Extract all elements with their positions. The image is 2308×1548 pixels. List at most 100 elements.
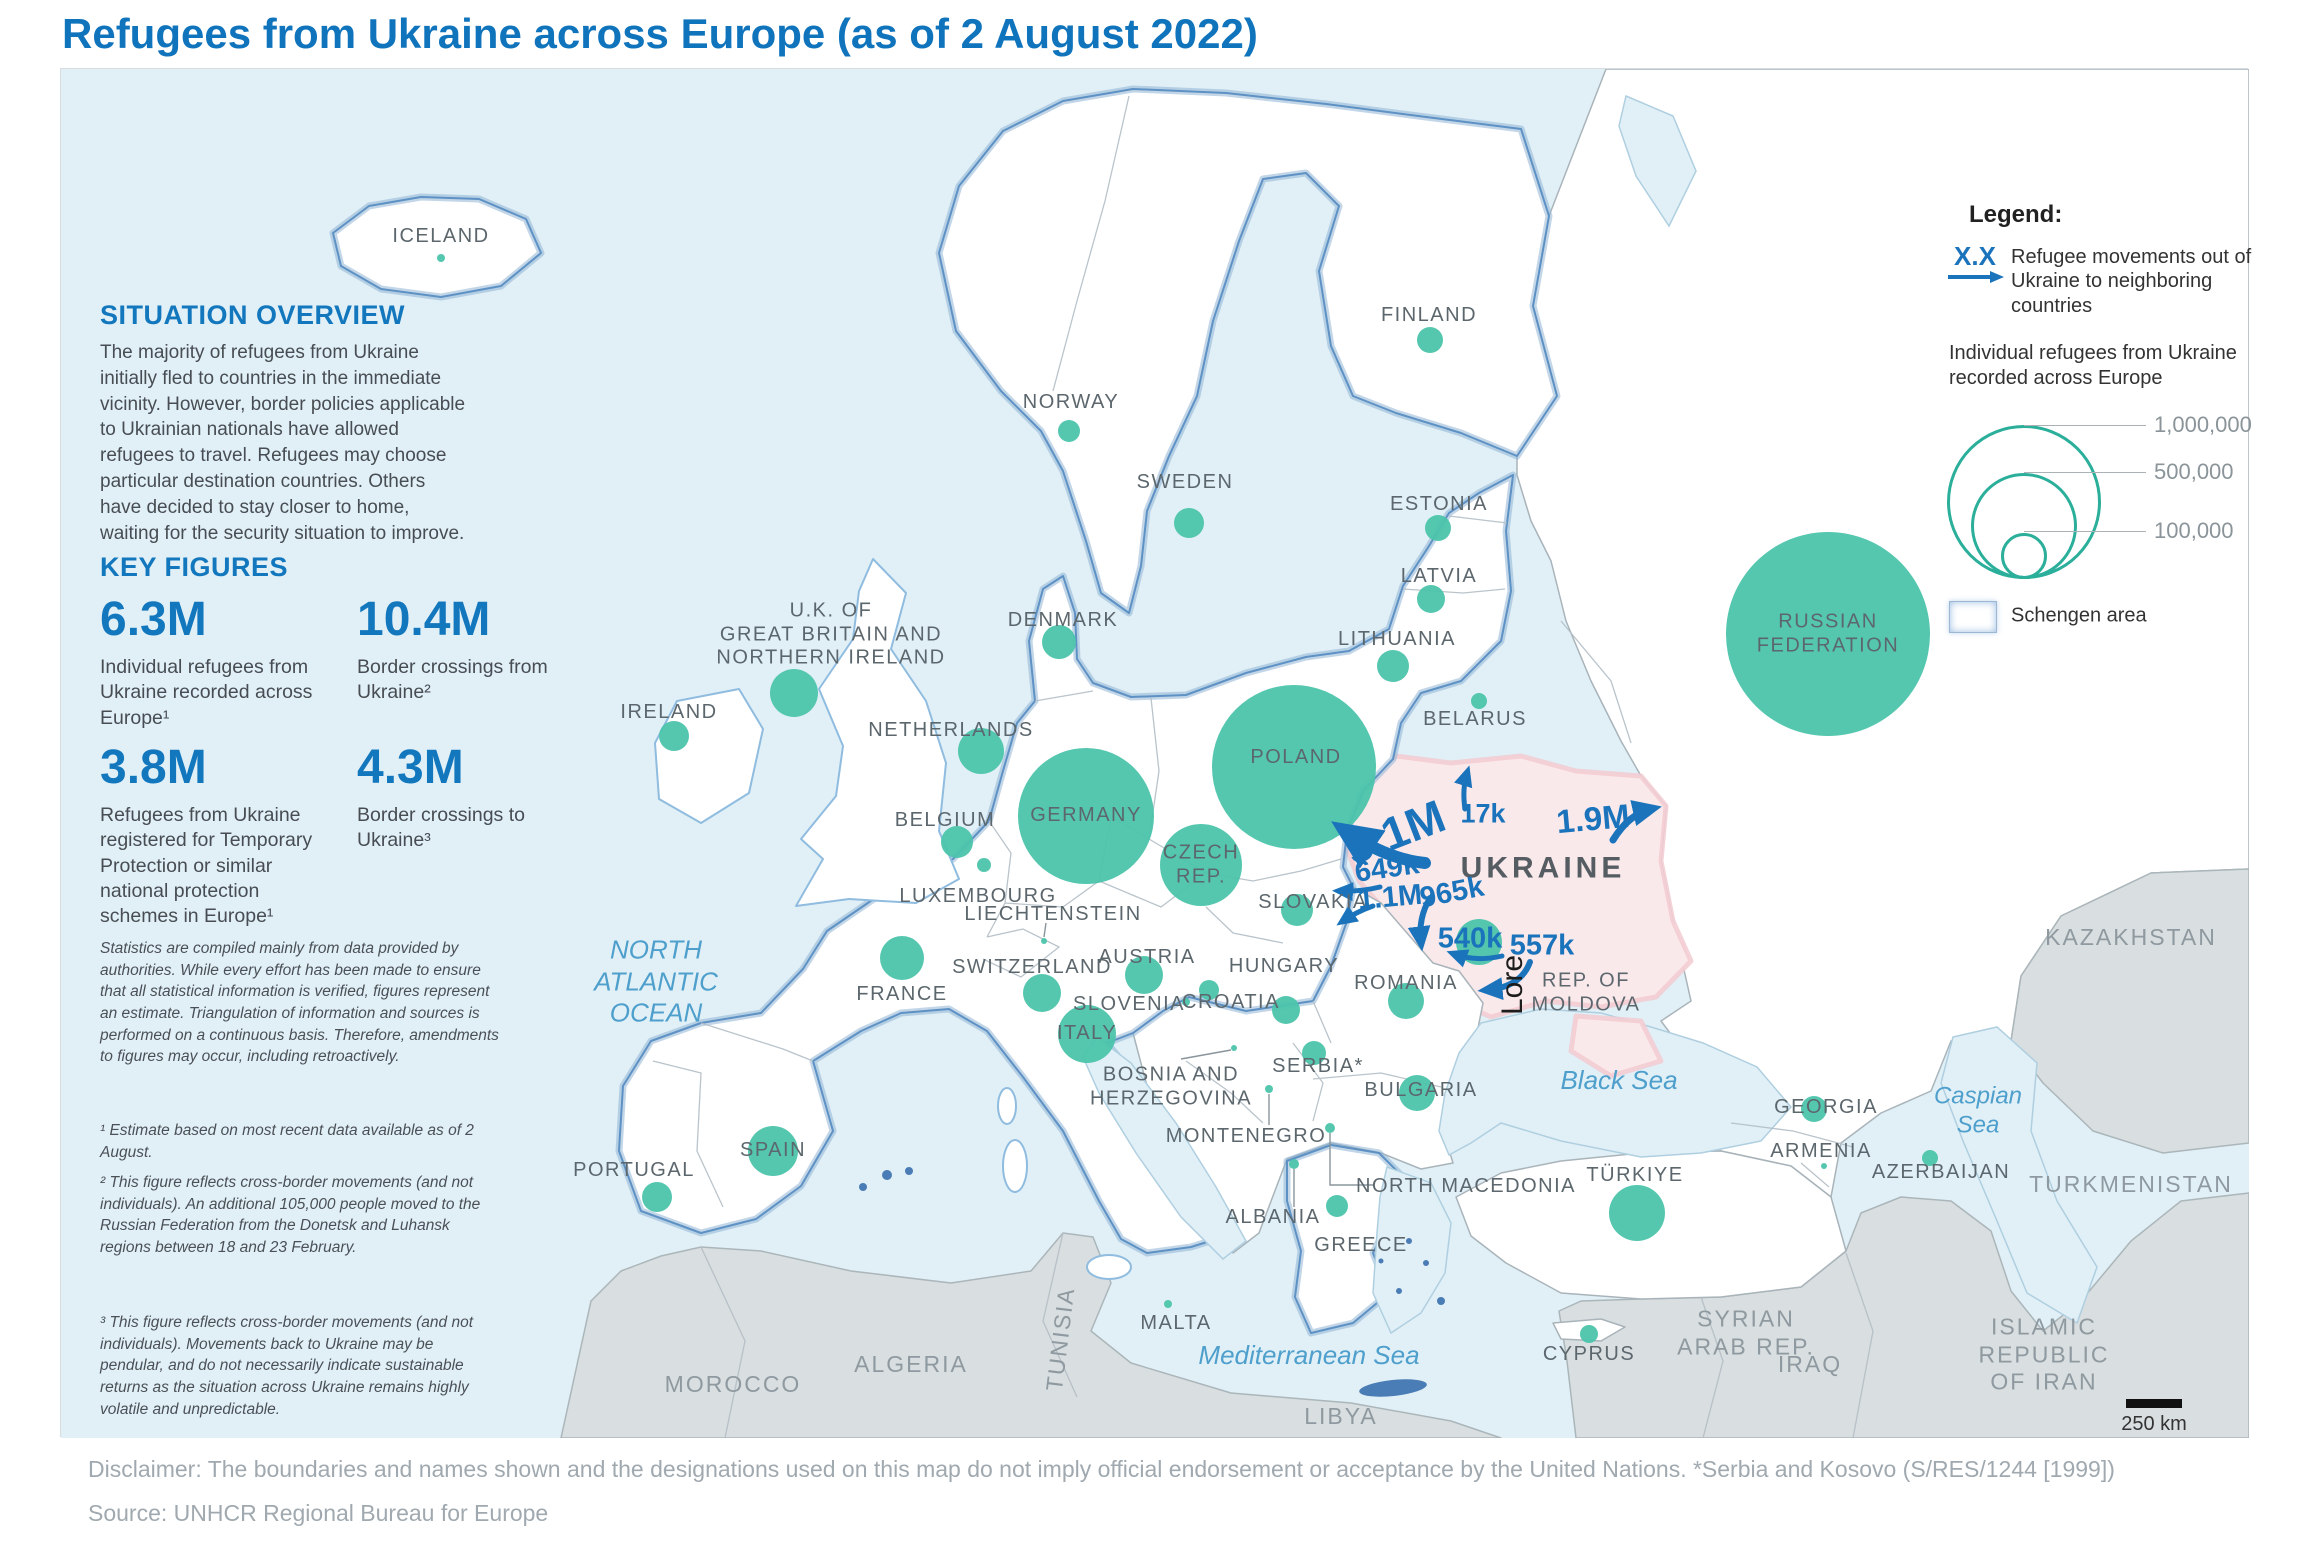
refugee-bubble-switzerland <box>1023 974 1061 1012</box>
figure-border-crossings-to-caption: Border crossings to Ukraine³ <box>357 804 525 852</box>
country-label-poland: POLAND <box>1250 746 1342 769</box>
refugee-bubble-iceland <box>437 254 445 262</box>
refugee-bubble-france <box>880 936 924 980</box>
refugee-bubble-hungary <box>1272 996 1300 1024</box>
country-label-norway: NORWAY <box>1022 391 1120 414</box>
island-corsica <box>997 1087 1017 1125</box>
legend-flow-symbol: X.X <box>1954 241 1996 271</box>
country-label-armenia: ARMENIA <box>1770 1140 1872 1163</box>
country-label-islamic: ISLAMIC REPUBLIC OF IRAN <box>1978 1313 2110 1395</box>
statistics-note: Statistics are compiled mainly from data… <box>100 940 499 1066</box>
refugee-bubble-finland <box>1417 327 1443 353</box>
country-label-france: FRANCE <box>856 983 948 1006</box>
country-label-liechtenstein: LIECHTENSTEIN <box>964 903 1142 926</box>
country-label-greece: GREECE <box>1314 1234 1408 1257</box>
figure-border-crossings-from: 10.4M <box>357 593 491 646</box>
country-label-algeria: ALGERIA <box>854 1351 968 1378</box>
legend-leader-line <box>2024 531 2146 532</box>
country-label-north-macedonia: NORTH MACEDONIA <box>1356 1175 1576 1198</box>
leader-line-liechtenstein <box>1043 922 1047 938</box>
country-label-albania: ALBANIA <box>1225 1206 1321 1229</box>
refugee-bubble-north-macedonia <box>1325 1123 1335 1133</box>
white-sea <box>1618 94 1697 228</box>
flow-arrow-1-1m <box>1336 903 1376 926</box>
refugee-bubble-serbia <box>1302 1041 1326 1065</box>
country-label-serbia: SERBIA* <box>1272 1055 1364 1078</box>
country-label-malta: MALTA <box>1140 1312 1212 1335</box>
refugee-bubble-denmark <box>1042 625 1076 659</box>
refugee-bubble-azerbaijan <box>1922 1150 1938 1166</box>
country-label-syrian: SYRIAN ARAB REP. <box>1677 1305 1815 1359</box>
leader-line-bosnia-and <box>1180 1049 1232 1060</box>
land-middle-east <box>1558 1192 2249 1438</box>
country-label-switzerland: SWITZERLAND <box>952 956 1112 979</box>
scale-bar <box>2126 1399 2182 1408</box>
country-label-portugal: PORTUGAL <box>573 1159 695 1182</box>
country-label-iceland: ICELAND <box>392 225 490 248</box>
flow-arrow-649k <box>1332 882 1383 902</box>
country-label-bosnia-and: BOSNIA AND HERZEGOVINA <box>1089 1063 1253 1109</box>
refugee-bubble-albania <box>1289 1159 1299 1169</box>
country-label-hungary: HUNGARY <box>1228 955 1340 978</box>
figure-temporary-protection-caption: Refugees from Ukraine registered for Tem… <box>100 804 313 928</box>
country-label-slovakia: SLOVAKIA <box>1258 891 1368 914</box>
sea-label-caspian: Caspian Sea <box>1933 1082 2023 1139</box>
refugee-bubble-belarus <box>1471 693 1487 709</box>
refugee-bubble-austria <box>1125 956 1163 994</box>
country-label-ireland: IRELAND <box>620 701 718 724</box>
country-label-czech: CZECH REP. <box>1162 841 1240 887</box>
country-label-montenegro: MONTENEGRO <box>1165 1125 1327 1148</box>
legend-size-label: 500,000 <box>2154 459 2234 484</box>
legend-leader-line <box>2024 425 2146 426</box>
map-source: Source: UNHCR Regional Bureau for Europe <box>88 1500 549 1526</box>
refugee-bubble-luxembourg <box>977 858 991 872</box>
adriatic-sea <box>1082 1035 1247 1260</box>
country-label-romania: ROMANIA <box>1354 972 1458 995</box>
refugee-bubble-germany <box>1018 748 1154 884</box>
legend-flow-text: Refugee movements out of Ukraine to neig… <box>2011 246 2252 317</box>
figure-border-crossings-to: 4.3M <box>357 741 464 794</box>
refugee-bubble-poland <box>1212 685 1376 849</box>
island-aegean <box>1406 1238 1412 1244</box>
page-title: Refugees from Ukraine across Europe (as … <box>62 10 1258 57</box>
country-label-latvia: LATVIA <box>1400 565 1478 588</box>
island-aegean <box>1423 1260 1429 1266</box>
country-label-iraq: IRAQ <box>1777 1351 1843 1378</box>
sea-label-mediterranean-sea: Mediterranean Sea <box>1198 1340 1420 1371</box>
refugee-bubble-armenia <box>1821 1163 1827 1169</box>
country-label-italy: ITALY <box>1056 1022 1118 1045</box>
land-ireland <box>654 688 764 824</box>
flow-label-17k: 17k <box>1460 798 1506 829</box>
situation-overview-body: The majority of refugees from Ukraine in… <box>100 342 466 544</box>
flow-label-1-9m: 1.9M <box>1554 796 1632 841</box>
scale-bar-label: 250 km <box>2121 1413 2187 1435</box>
legend-leader-line <box>2024 472 2146 473</box>
flow-arrow-965k <box>1407 895 1433 952</box>
refugee-bubble-czech <box>1160 824 1242 906</box>
refugee-bubble-russian <box>1726 532 1930 736</box>
island-balearic <box>882 1170 892 1180</box>
refugee-bubble-romania <box>1388 983 1424 1019</box>
refugee-bubble-belgium <box>941 826 973 858</box>
europe-map: ICELAND NORWAY SWEDEN FINLAND ESTONIA LATVIA L… <box>60 68 2252 1438</box>
island-aegean <box>1396 1288 1402 1294</box>
flow-arrow-557k <box>1477 959 1533 1000</box>
country-label-t-rkiye: TÜRKIYE <box>1586 1164 1684 1187</box>
refugee-bubble-italy <box>1058 1005 1116 1063</box>
country-label-slovenia: SLOVENIA <box>1072 993 1186 1016</box>
iceland-coast <box>332 196 542 298</box>
country-label-rep-of: REP. OF MOLDOVA <box>1531 969 1641 1015</box>
map-canvas <box>61 69 2249 1438</box>
legend-circle-100-000 <box>2001 533 2047 579</box>
legend-heading: Legend: <box>1969 201 2063 228</box>
island-crete <box>1359 1379 1427 1397</box>
refugee-bubble-lithuania <box>1377 650 1409 682</box>
fennoscandia-coast <box>938 88 1558 614</box>
refugee-bubble-norway <box>1058 420 1080 442</box>
footnote-3: ³ This figure reflects cross-border move… <box>100 1314 473 1418</box>
refugee-bubble-malta <box>1164 1300 1172 1308</box>
refugee-bubble-estonia <box>1425 515 1451 541</box>
country-label-germany: GERMANY <box>1030 804 1142 827</box>
footnote-1: ¹ Estimate based on most recent data ava… <box>100 1122 474 1161</box>
